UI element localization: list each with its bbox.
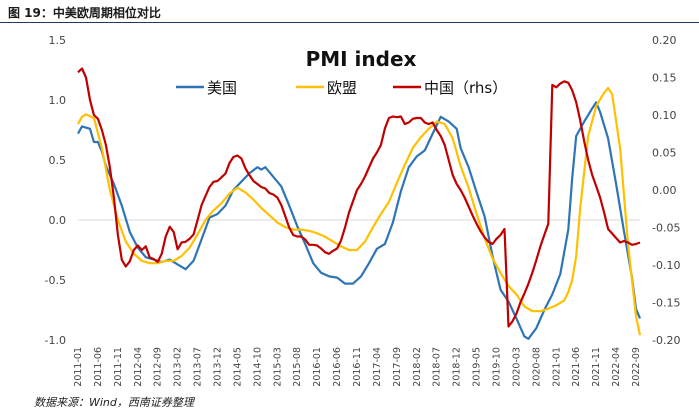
caption-divider: [0, 22, 699, 23]
series-line-2: [77, 86, 642, 336]
left-tick-label: 1.0: [49, 94, 67, 107]
left-tick-label: 0.0: [49, 214, 67, 227]
x-tick-label: 2012-09: [153, 347, 164, 387]
x-tick-label: 2017-09: [392, 347, 403, 387]
legend-label-3: 中国（rhs）: [424, 79, 507, 97]
x-tick-label: 2013-07: [193, 347, 204, 387]
series-line-1: [77, 101, 642, 340]
right-y-axis: 0.20 0.15 0.10 0.05 0.00 -0.05 -0.10 -0.15 -0.20: [652, 34, 680, 347]
x-tick-label: 2022-04: [611, 347, 622, 387]
series-lines: [77, 67, 642, 340]
x-tick-label: 2011-06: [93, 347, 104, 387]
left-tick-label: 0.5: [49, 154, 67, 167]
x-tick-label: 2018-12: [452, 347, 463, 387]
legend-label-2: 欧盟: [327, 79, 357, 97]
right-tick-label: -0.10: [652, 259, 680, 272]
x-tick-label: 2016-06: [332, 347, 343, 387]
x-tick-label: 2016-01: [312, 347, 323, 387]
x-axis: 2011-01 2011-06 2011-11 2012-04 2012-09 2013-…: [73, 347, 642, 387]
x-tick-label: 2021-06: [571, 347, 582, 387]
right-tick-label: 0.15: [652, 72, 677, 85]
x-tick-label: 2011-01: [73, 347, 84, 387]
x-tick-label: 2013-12: [213, 347, 224, 387]
left-tick-label: -1.0: [45, 334, 66, 347]
data-source: 数据来源：Wind，西南证券整理: [34, 396, 194, 409]
right-tick-label: -0.05: [652, 222, 680, 235]
left-tick-label: -0.5: [45, 274, 66, 287]
left-y-axis: 1.5 1.0 0.5 0.0 -0.5 -1.0: [45, 34, 66, 347]
x-tick-label: 2017-04: [372, 347, 383, 387]
chart-title: PMI index: [306, 47, 417, 71]
x-tick-label: 2020-08: [531, 347, 542, 387]
x-tick-label: 2016-11: [352, 347, 363, 387]
series-line-3: [77, 67, 641, 328]
x-tick-label: 2013-02: [173, 347, 184, 387]
x-tick-label: 2015-08: [292, 347, 303, 387]
x-tick-label: 2011-11: [113, 347, 124, 387]
x-tick-label: 2019-05: [472, 347, 483, 387]
right-tick-label: 0.10: [652, 109, 677, 122]
x-tick-label: 2014-10: [252, 347, 263, 387]
x-tick-label: 2014-05: [232, 347, 243, 387]
x-tick-label: 2022-09: [631, 347, 642, 387]
right-tick-label: -0.20: [652, 334, 680, 347]
x-tick-label: 2019-10: [492, 347, 503, 387]
legend: 美国 欧盟 中国（rhs）: [176, 79, 507, 97]
x-tick-label: 2020-03: [511, 347, 522, 387]
legend-label-1: 美国: [207, 79, 237, 97]
figure-caption: 图 19：中美欧周期相位对比: [8, 6, 161, 20]
x-tick-label: 2012-04: [133, 347, 144, 387]
x-tick-label: 2018-02: [412, 347, 423, 387]
x-tick-label: 2018-07: [432, 347, 443, 387]
x-tick-label: 2015-03: [272, 347, 283, 387]
x-tick-label: 2021-01: [551, 347, 562, 387]
right-tick-label: -0.15: [652, 297, 680, 310]
right-tick-label: 0.00: [652, 184, 677, 197]
left-tick-label: 1.5: [49, 34, 67, 47]
right-tick-label: 0.20: [652, 34, 677, 47]
x-tick-label: 2021-11: [591, 347, 602, 387]
right-tick-label: 0.05: [652, 147, 677, 160]
